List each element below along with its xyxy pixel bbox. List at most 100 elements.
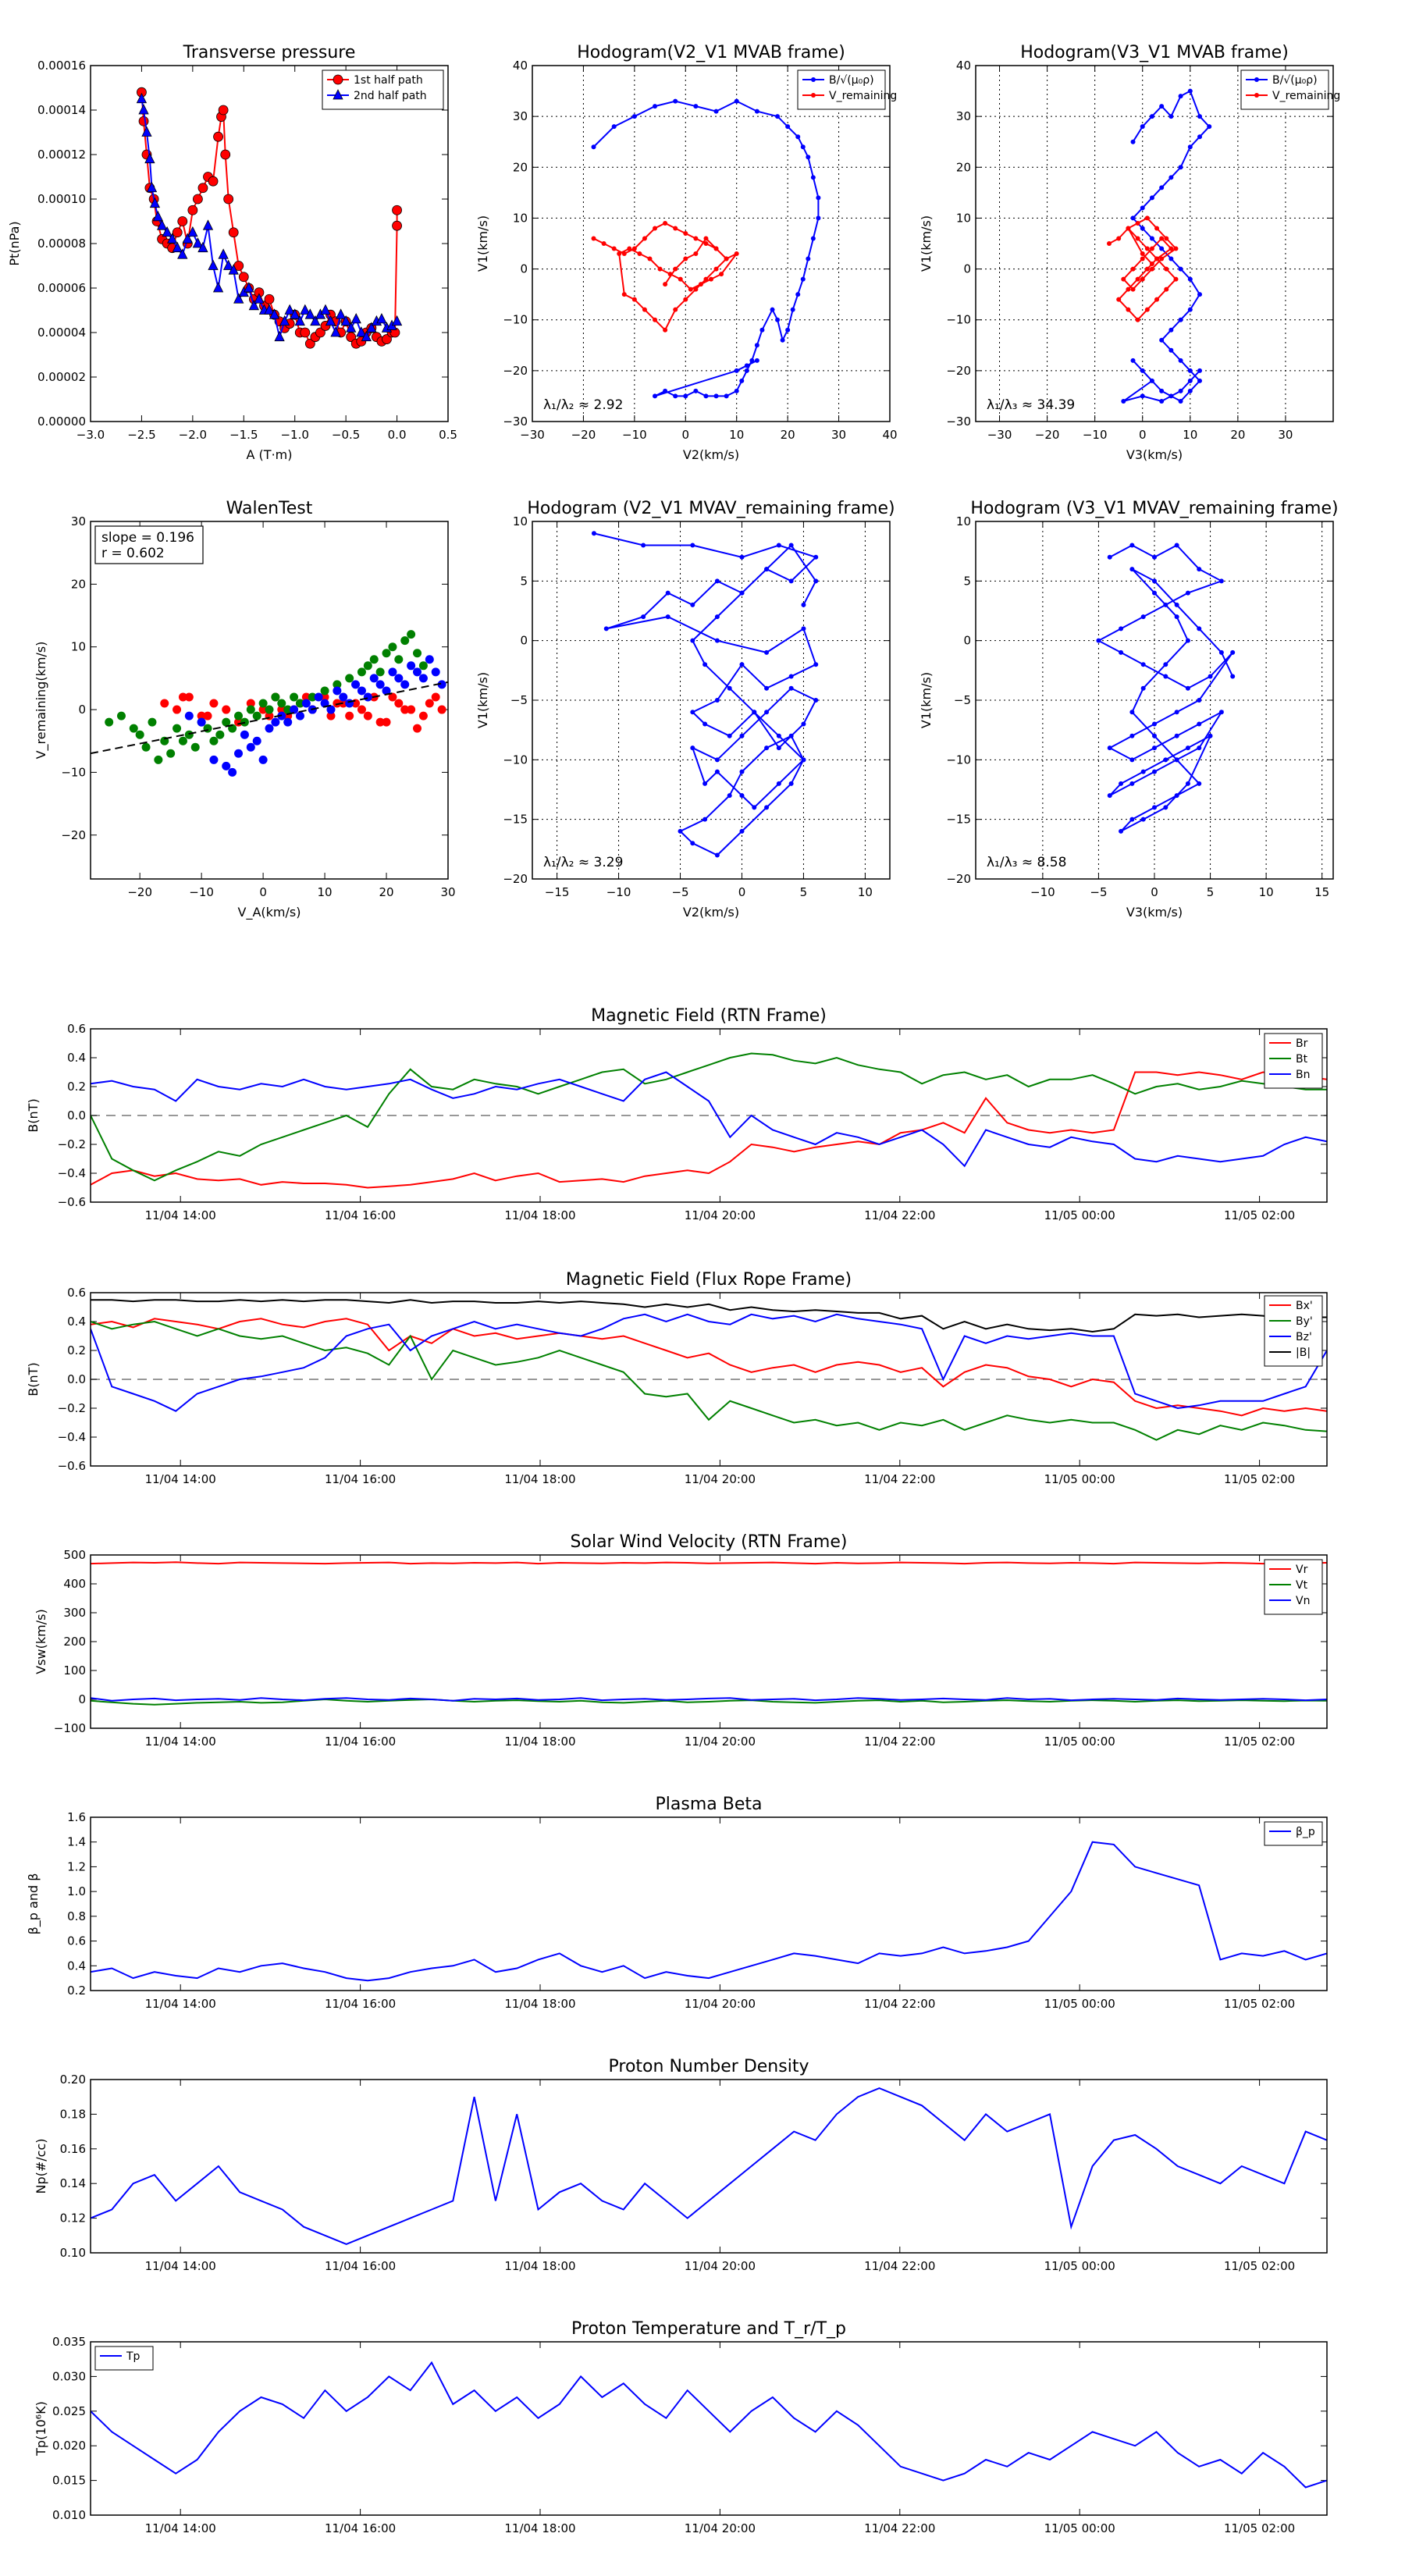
plot-area [91,1299,1327,1441]
plot-area [1096,543,1236,834]
data-point [739,733,745,738]
data-point [394,655,404,664]
data-point [177,248,188,259]
data-point [222,761,231,770]
data-point [801,721,806,727]
y-tick-label: −20 [946,364,971,378]
series-line [91,1071,1327,1189]
y-tick-label: 0.0 [67,1108,86,1123]
data-point [1121,398,1126,404]
x-tick-label: 11/05 02:00 [1224,1208,1295,1222]
chart-title: Magnetic Field (RTN Frame) [591,1006,827,1026]
data-point [437,705,446,714]
data-point [418,661,428,671]
data-point [333,699,342,708]
data-point [1197,698,1202,703]
data-point [340,315,351,326]
data-point [813,698,819,703]
data-point [653,104,658,109]
data-point [156,219,168,230]
y-tick-label: 0.4 [67,1315,86,1329]
plot-area [91,2361,1327,2489]
data-point [382,649,391,658]
data-point [657,266,663,272]
data-point [759,327,765,333]
x-tick-label: 10 [729,428,744,442]
data-point [703,236,709,241]
data-point [1164,236,1169,241]
data-point [800,144,806,150]
data-point [1230,649,1236,655]
data-point [1174,602,1179,607]
y-tick-label: 0.6 [67,1934,86,1948]
x-tick-label: 11/04 16:00 [325,1997,396,2011]
data-point [1140,614,1146,620]
data-point [246,705,255,714]
data-point [400,636,410,646]
data-point [1154,297,1160,302]
data-point [683,297,688,302]
y-tick-label: −10 [503,753,528,767]
data-point [310,315,321,326]
data-point [218,105,229,116]
data-point [320,699,329,708]
data-point [1178,317,1183,322]
data-point [172,241,183,253]
data-point [187,205,198,215]
x-tick-label: −20 [571,428,596,442]
x-tick-label: −5 [1090,885,1107,899]
data-point [1135,220,1140,226]
data-point [1197,114,1203,119]
y-tick-label: −5 [510,693,528,707]
data-point [240,730,249,739]
data-point [806,155,811,160]
chart-beta: Plasma Beta 11/04 14:00 11/04 16:00 11/04 1… [26,1795,1328,2011]
data-point [795,292,801,297]
data-point [173,705,182,714]
data-point [1107,745,1112,751]
data-point [739,769,745,774]
data-point [1130,286,1136,292]
data-point [1197,378,1203,383]
data-point [800,276,806,282]
data-point [258,699,268,708]
data-point [154,755,163,764]
data-point [215,730,225,739]
data-point [376,313,387,324]
data-point [431,667,440,677]
data-point [665,614,670,620]
data-point [1130,266,1136,272]
series-line [593,222,738,332]
data-point [653,317,658,322]
y-axis-label: V1(km/s) [919,672,934,728]
y-tick-label: 10 [956,514,971,528]
data-point [1197,626,1202,632]
legend-marker [811,93,816,98]
data-point [673,226,678,231]
x-tick-label: −3.0 [76,428,105,442]
y-axis-label: V1(km/s) [919,215,934,272]
data-point [330,326,341,337]
data-point [678,276,683,282]
data-point [1163,674,1168,679]
x-tick-label: 11/04 22:00 [864,2259,935,2273]
x-tick-label: −15 [545,885,570,899]
y-axis-label: B(nT) [26,1362,41,1396]
data-point [703,393,709,399]
data-point [764,745,770,751]
legend-marker [333,89,343,100]
chart-title: Plasma Beta [656,1795,763,1814]
data-point [1197,721,1202,727]
data-point [739,590,745,596]
series-line [1097,544,1234,832]
data-point [375,680,385,689]
data-point [1140,226,1145,231]
data-point [776,543,781,548]
data-point [356,326,367,337]
series-line [91,1052,1327,1182]
data-point [1140,256,1145,262]
data-point [1174,543,1179,548]
x-tick-label: −10 [622,428,647,442]
x-tick-label: 11/05 00:00 [1044,2521,1115,2535]
plot-area [1106,88,1212,404]
